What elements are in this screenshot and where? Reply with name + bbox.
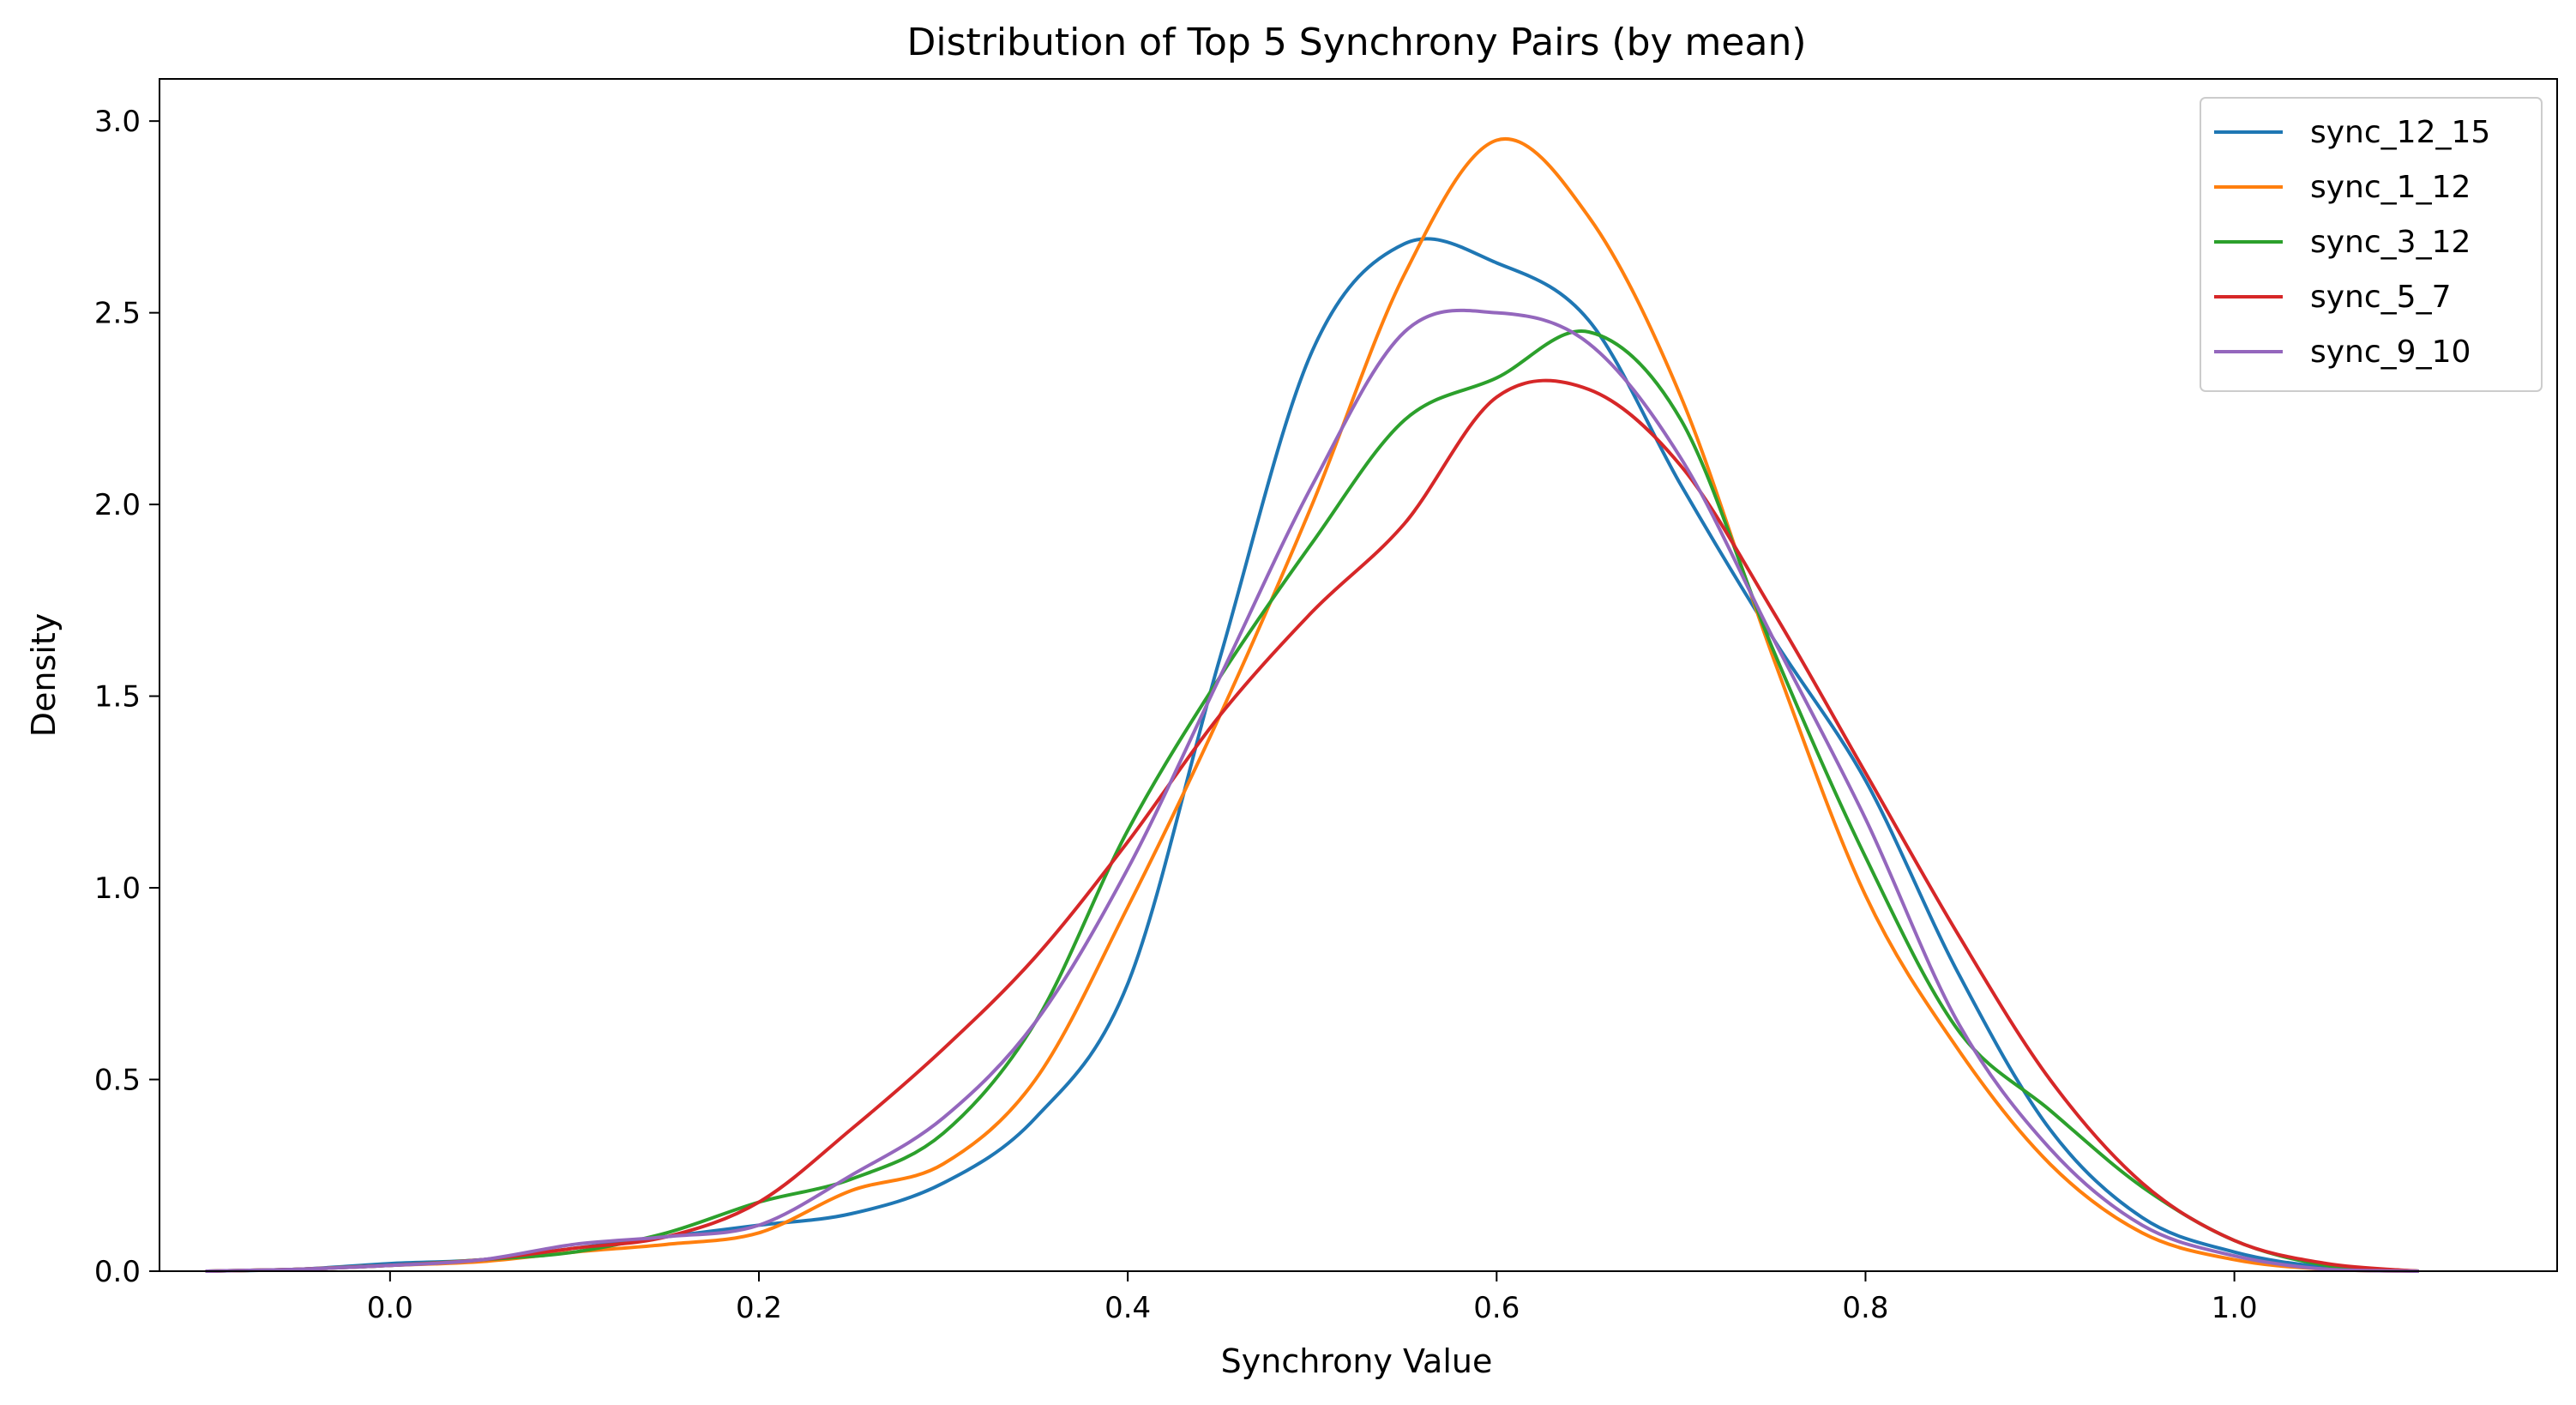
x-tick-label: 0.6 xyxy=(1473,1291,1520,1325)
y-tick-label: 1.5 xyxy=(94,680,141,715)
legend-label: sync_3_12 xyxy=(2310,225,2471,260)
series-line-sync-5-7 xyxy=(205,378,2419,1273)
y-tick-label: 2.5 xyxy=(94,297,141,331)
series-line-sync-3-12 xyxy=(205,329,2419,1273)
y-tick-label: 2.0 xyxy=(94,488,141,522)
legend-label: sync_9_10 xyxy=(2310,335,2471,370)
x-tick-label: 0.4 xyxy=(1104,1291,1151,1325)
legend-label: sync_12_15 xyxy=(2310,115,2490,150)
y-tick-label: 0.0 xyxy=(94,1255,141,1289)
legend-box xyxy=(2200,97,2543,392)
x-tick-label: 0.8 xyxy=(1842,1291,1888,1325)
x-tick-label: 0.2 xyxy=(736,1291,782,1325)
x-axis-ticks: 0.0 0.2 0.4 0.6 0.8 1.0 xyxy=(367,1271,2258,1325)
legend-label: sync_1_12 xyxy=(2310,170,2471,205)
y-axis-title: Density xyxy=(25,613,63,737)
series-line-sync-12-15 xyxy=(205,237,2419,1273)
chart-title: Distribution of Top 5 Synchrony Pairs (b… xyxy=(907,21,1807,64)
legend: sync_12_15 sync_1_12 sync_3_12 sync_5_7sync… xyxy=(2200,97,2543,392)
series-line-sync-1-12 xyxy=(205,136,2419,1273)
plot-lines xyxy=(205,136,2419,1273)
series-line-sync-9-10 xyxy=(205,308,2419,1273)
y-axis-ticks: 0.0 0.5 1.0 1.5 2.0 2.5 3.0 xyxy=(94,105,159,1289)
legend-label: sync_5_7 xyxy=(2310,280,2451,315)
plot-frame xyxy=(159,78,2558,1272)
y-tick-label: 1.0 xyxy=(94,871,141,906)
x-tick-label: 0.0 xyxy=(367,1291,413,1325)
x-tick-label: 1.0 xyxy=(2212,1291,2258,1325)
y-tick-label: 0.5 xyxy=(94,1064,141,1098)
x-axis-title: Synchrony Value xyxy=(1221,1342,1493,1380)
y-tick-label: 3.0 xyxy=(94,105,141,139)
